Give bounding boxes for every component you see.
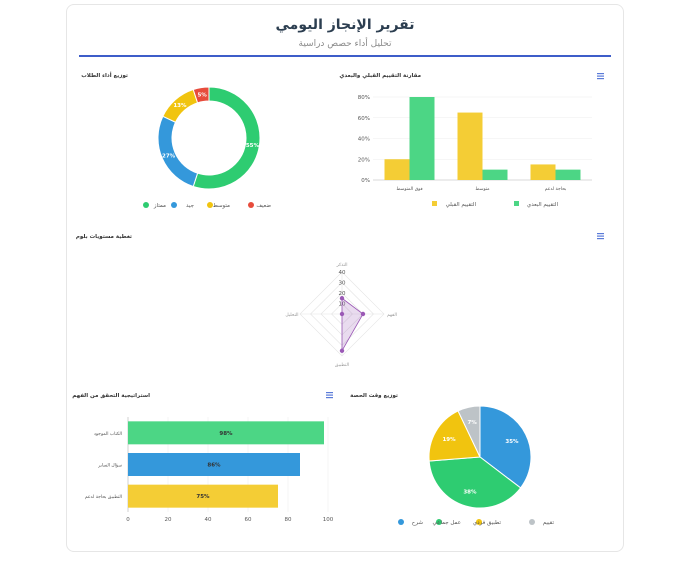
donut-slice-label: 5% <box>197 93 207 99</box>
radar-area <box>341 297 364 353</box>
hbar-value-label: 98% <box>219 431 233 437</box>
legend-label: متوسط <box>213 203 230 209</box>
pie-slice[interactable] <box>428 456 522 509</box>
radar-axis-label: الفهم <box>387 313 397 318</box>
page-subtitle: تحليل أداء حصص دراسية <box>298 39 392 49</box>
hbar[interactable] <box>128 484 278 508</box>
legend-swatch <box>514 201 519 206</box>
hbar-value-label: 86% <box>207 463 221 469</box>
radar-tick-label: 20 <box>339 291 346 297</box>
x-tick-label: 100 <box>323 517 334 523</box>
donut-slice-label: 55% <box>246 143 260 149</box>
menu-icon-line <box>597 75 604 77</box>
radar-axis-label: التذكر <box>336 262 348 268</box>
pie-slice[interactable] <box>428 410 481 462</box>
bar[interactable] <box>482 169 508 180</box>
menu-icon-line <box>597 233 604 235</box>
legend-swatch <box>171 202 177 208</box>
donut-slice-label: 13% <box>173 103 187 109</box>
legend-swatch <box>398 519 404 525</box>
bar[interactable] <box>555 169 581 180</box>
hbar-title: استراتيجية التحقق من الفهم <box>72 393 150 399</box>
x-tick-label: فوق المتوسط <box>396 187 422 192</box>
legend-swatch <box>436 519 442 525</box>
y-tick-label: 60% <box>358 116 370 122</box>
legend-label: تطبيق فردي <box>473 520 502 526</box>
menu-icon-line <box>326 392 333 394</box>
legend-swatch <box>248 202 254 208</box>
radar-point[interactable] <box>339 311 345 317</box>
menu-icon-line <box>597 238 604 240</box>
y-tick-label: 40% <box>358 137 370 143</box>
y-tick-label: 80% <box>358 95 370 101</box>
donut-slice[interactable] <box>192 86 261 190</box>
x-tick-label: بحاجة لدعم <box>545 187 567 192</box>
pie-slice-label: 19% <box>442 437 456 443</box>
legend-label: ممتاز <box>153 203 166 209</box>
radar-point[interactable] <box>339 348 345 353</box>
menu-icon-line <box>597 78 604 80</box>
header-divider <box>79 55 611 57</box>
menu-icon-line <box>597 235 604 237</box>
radar-axis-label: التحليل <box>285 313 298 318</box>
pie-slice-label: 7% <box>467 420 477 426</box>
legend-label: ضعيف <box>256 203 271 209</box>
radar-point[interactable] <box>360 311 366 317</box>
hbar[interactable] <box>128 421 324 445</box>
legend-label: جيد <box>186 203 194 209</box>
donut-slice-label: 27% <box>162 153 176 159</box>
page-title: تقرير الإنجاز اليومي <box>275 17 415 33</box>
pie-slice[interactable] <box>457 405 481 458</box>
radar-title: تغطية مستويات بلوم <box>76 234 132 240</box>
pie-slice-label: 38% <box>463 489 477 495</box>
menu-icon-line <box>597 73 604 75</box>
pie-title: توزيع وقت الحصة <box>350 393 398 399</box>
bar[interactable] <box>457 112 483 180</box>
hbar-menu-button[interactable] <box>326 392 333 399</box>
radar-tick-label: 40 <box>339 270 346 276</box>
x-tick-label: 40 <box>205 517 212 523</box>
menu-icon-line <box>326 397 333 399</box>
radar-axis-label: التطبيق <box>335 363 349 368</box>
x-tick-label: 80 <box>285 517 292 523</box>
legend-label: التقييم البعدي <box>527 202 559 208</box>
legend-swatch <box>432 201 437 206</box>
legend-label: التقييم القبلي <box>446 202 477 208</box>
radar-menu-button[interactable] <box>597 233 604 240</box>
radar-point[interactable] <box>339 296 345 301</box>
x-tick-label: 0 <box>126 517 130 523</box>
legend-swatch <box>207 202 213 208</box>
bar[interactable] <box>530 164 556 180</box>
radar-tick-label: 30 <box>339 281 346 287</box>
bar-chart-menu-button[interactable] <box>597 73 604 80</box>
y-tick-label: سؤال السابر <box>97 464 122 469</box>
x-tick-label: 20 <box>165 517 172 523</box>
legend-label: تقييم <box>543 520 555 526</box>
y-tick-label: 0% <box>361 178 370 184</box>
donut-slice[interactable] <box>157 115 199 188</box>
bar-chart-title: مقارنة التقييم القبلي والبعدي <box>339 73 421 79</box>
y-tick-label: التطبيق بحاجة لدعم <box>85 495 122 500</box>
y-tick-label: الكتاب الموجود <box>94 431 122 437</box>
legend-swatch <box>529 519 535 525</box>
bar[interactable] <box>384 159 410 180</box>
pie-slice[interactable] <box>479 405 532 489</box>
menu-icon-line <box>326 394 333 396</box>
donut-title: توزيع أداء الطلاب <box>81 71 128 79</box>
hbar[interactable] <box>128 453 300 476</box>
legend-label: عمل جماعي <box>433 520 462 526</box>
y-tick-label: 20% <box>358 157 370 163</box>
donut-slice[interactable] <box>192 86 210 104</box>
legend-swatch <box>143 202 149 208</box>
x-tick-label: 60 <box>245 517 252 523</box>
legend-swatch <box>476 519 482 525</box>
hbar-value-label: 75% <box>196 494 210 500</box>
pie-slice-label: 35% <box>505 439 519 445</box>
x-tick-label: متوسط <box>475 187 490 192</box>
bar[interactable] <box>409 97 435 180</box>
legend-label: شرح <box>412 520 424 526</box>
